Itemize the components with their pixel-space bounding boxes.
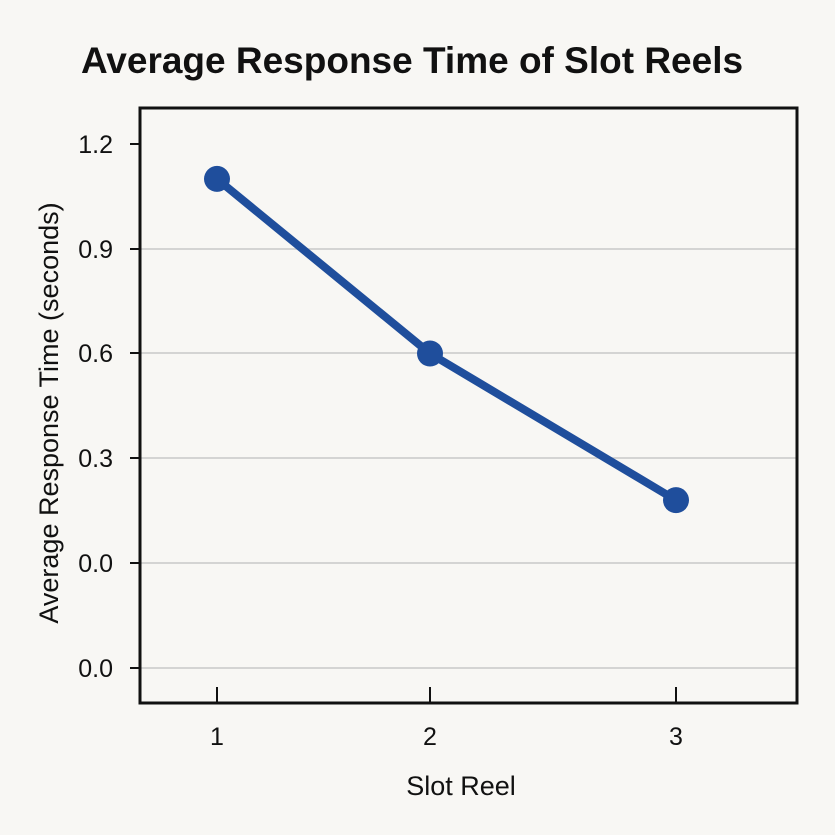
x-tick-label: 3 (669, 723, 683, 751)
y-tick-label: 0.0 (78, 550, 113, 578)
x-axis-label: Slot Reel (406, 771, 516, 801)
chart-title: Average Response Time of Slot Reels (81, 40, 743, 81)
y-axis-ticks: 0.0 0.0 0.3 0.6 0.9 1.2 (78, 131, 140, 683)
y-tick-label: 0.6 (78, 340, 113, 368)
data-point (204, 165, 230, 192)
x-tick-label: 1 (210, 723, 224, 751)
y-tick-label: 0.0 (78, 655, 113, 683)
x-axis-ticks: 1 2 3 (210, 687, 683, 751)
y-tick-label: 0.9 (78, 236, 113, 264)
data-point (663, 487, 689, 514)
x-tick-label: 2 (423, 723, 437, 751)
series-layer (204, 165, 689, 514)
plot-frame (138, 106, 799, 705)
gridlines (140, 248, 797, 669)
y-axis-label: Average Response Time (seconds) (34, 202, 64, 623)
y-tick-label: 0.3 (78, 445, 113, 473)
y-tick-label: 1.2 (78, 131, 113, 159)
data-point (417, 340, 443, 367)
series-line (213, 174, 680, 505)
